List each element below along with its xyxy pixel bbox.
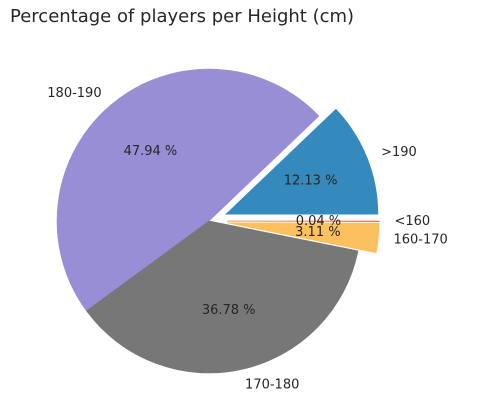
pie-slice-2 (86, 220, 359, 374)
chart-title: Percentage of players per Height (cm) (10, 6, 355, 27)
slice-label-0: >190 (381, 145, 417, 160)
pie-slice-1 (56, 68, 320, 312)
slice-percentage-3: 3.11 % (295, 225, 340, 240)
pie-slice-3 (227, 222, 380, 254)
slice-label-1: 180-190 (47, 86, 101, 101)
slice-label-3: 160-170 (394, 233, 448, 248)
slice-label-4: <160 (394, 214, 430, 229)
slice-percentage-0: 12.13 % (284, 173, 338, 188)
slice-percentage-1: 47.94 % (124, 144, 178, 159)
pie-slice-0 (225, 108, 379, 215)
slice-label-2: 170-180 (245, 377, 299, 392)
slice-percentage-4: 0.04 % (296, 214, 341, 229)
slice-percentage-2: 36.78 % (202, 303, 256, 318)
